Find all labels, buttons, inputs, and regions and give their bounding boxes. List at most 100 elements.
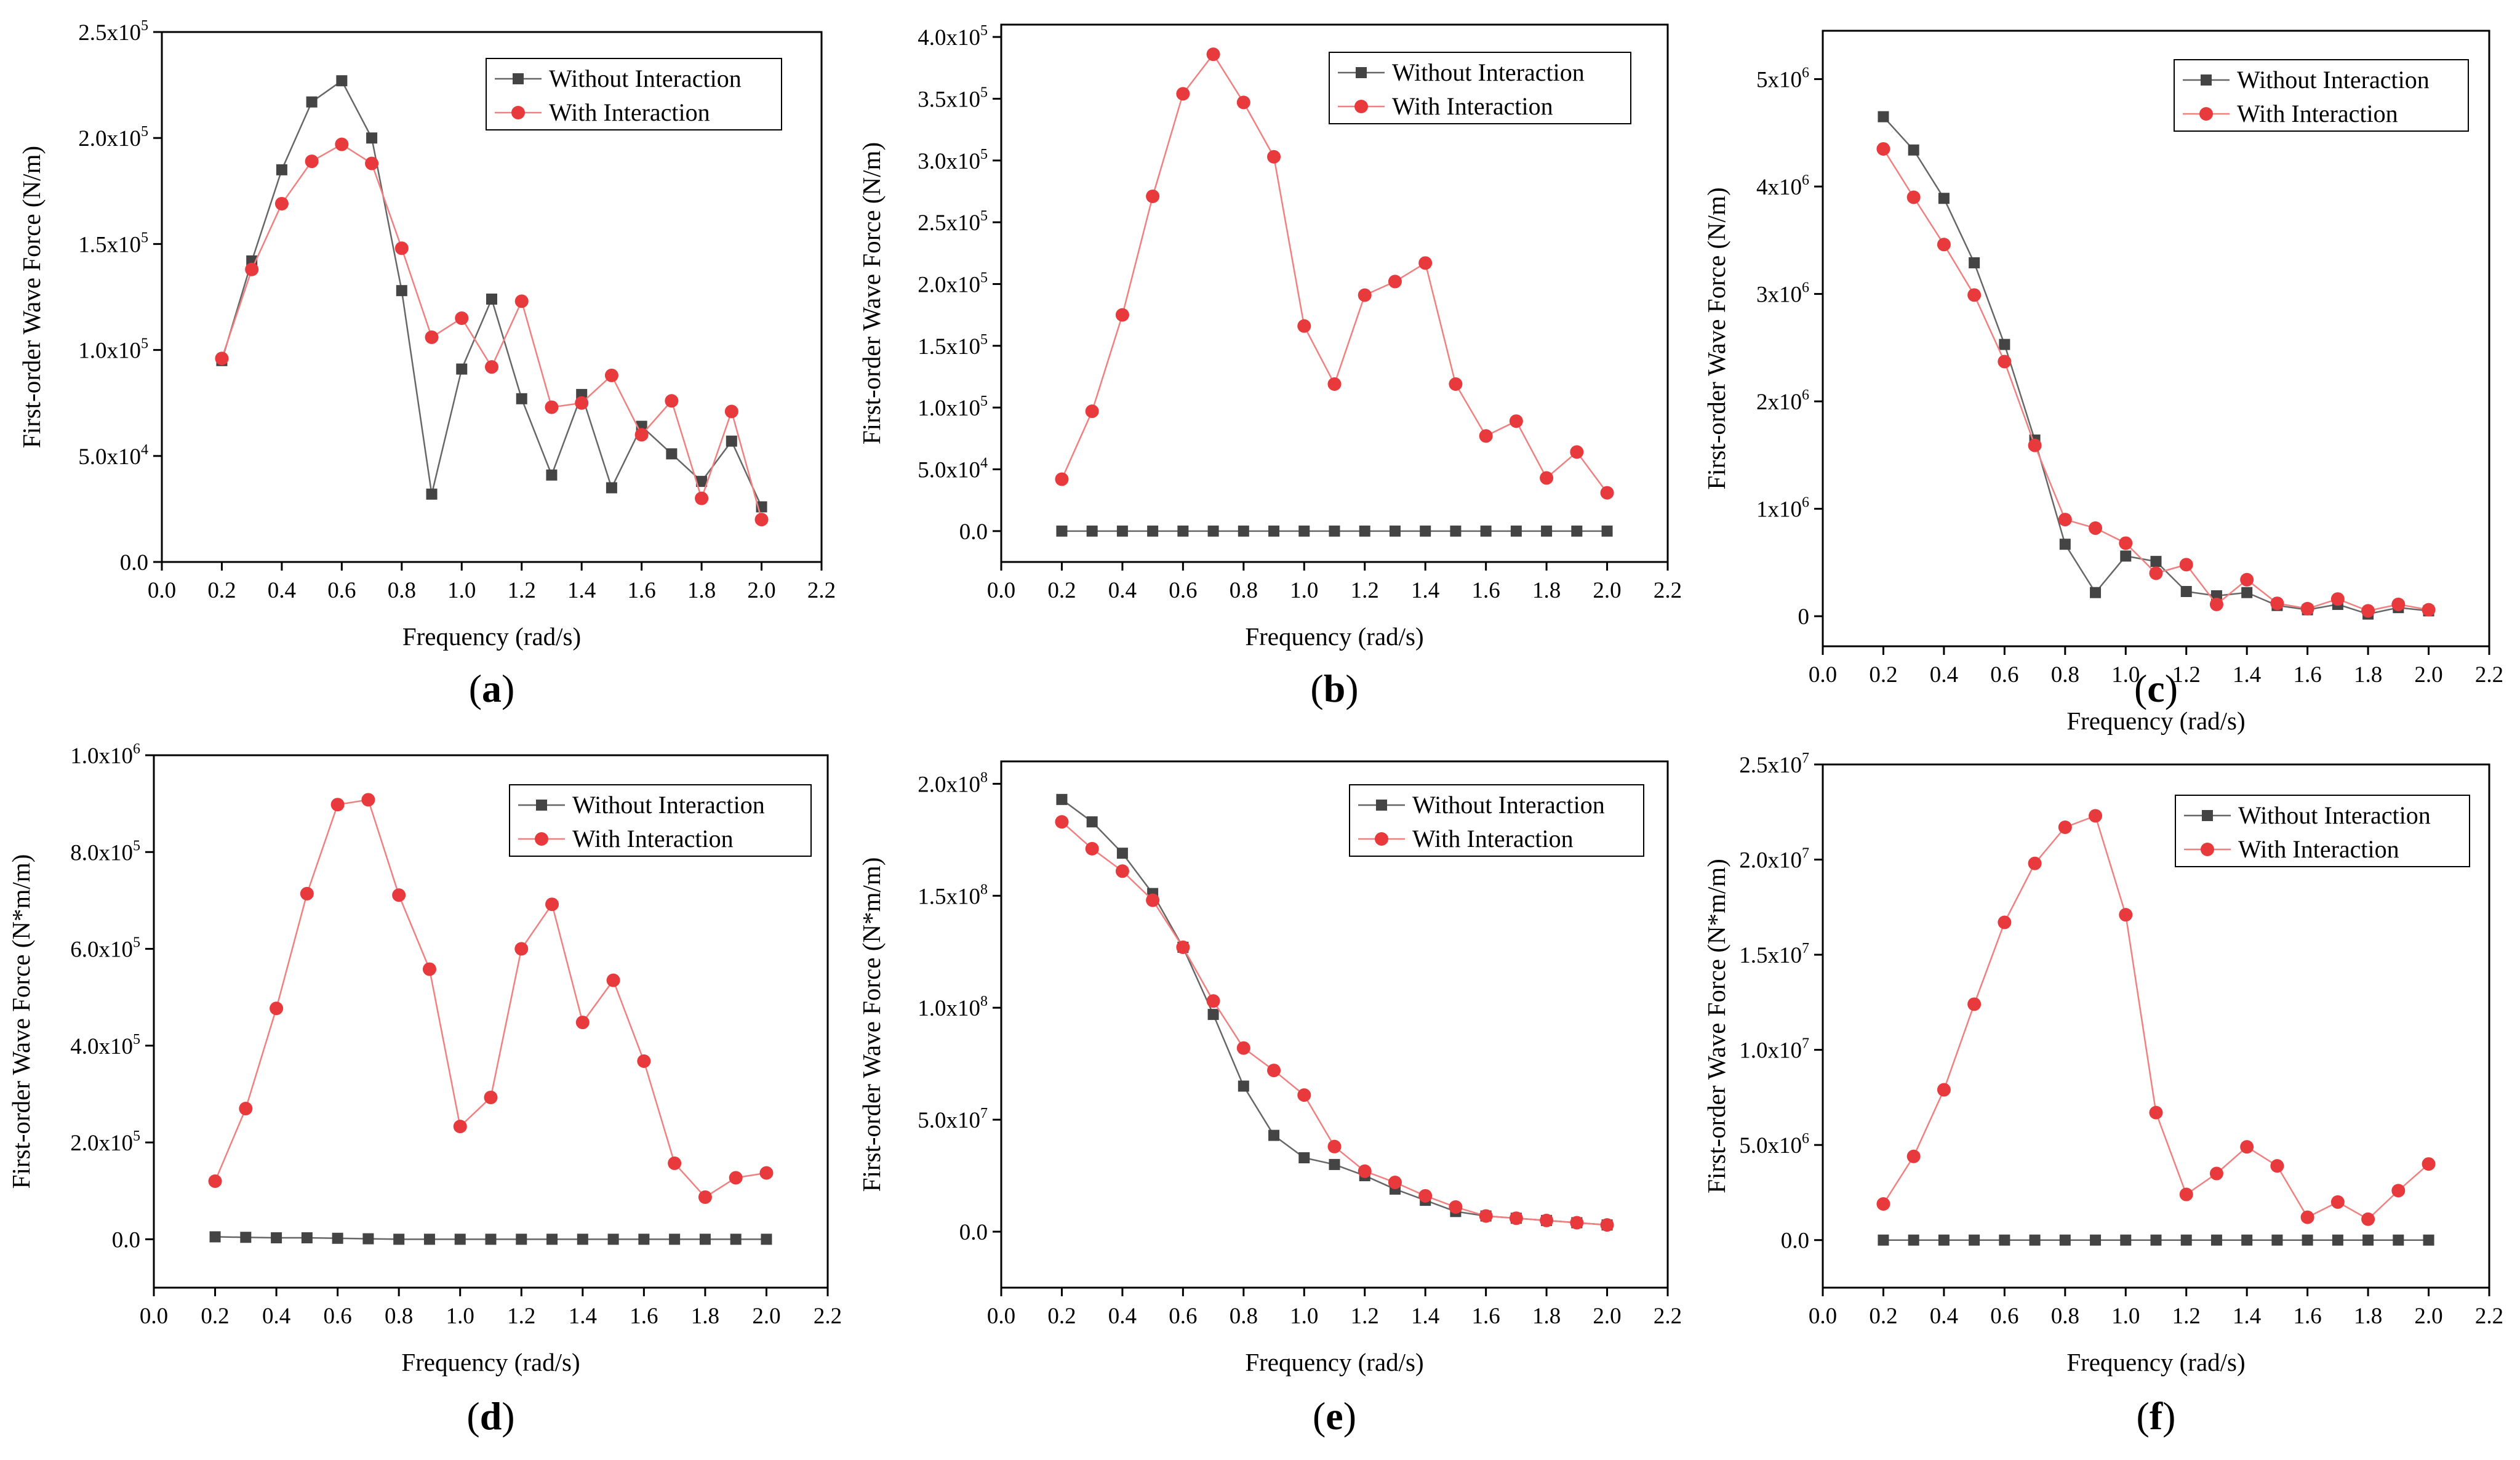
legend-label: Without Interaction — [549, 65, 742, 92]
data-point-with — [245, 262, 259, 276]
legend-box — [2175, 795, 2470, 867]
y-tick-label: 2x106 — [1756, 387, 1809, 415]
data-point-with — [422, 962, 436, 976]
data-point-with — [2361, 1212, 2375, 1226]
x-tick-label: 0.2 — [1047, 1304, 1076, 1329]
data-point-without — [396, 285, 407, 297]
data-point-without — [606, 482, 617, 494]
data-point-with — [365, 156, 379, 170]
legend: Without Interaction With Interaction — [2174, 59, 2469, 132]
data-point-with — [1327, 377, 1342, 391]
legend: Without Interaction With Interaction — [1349, 784, 1644, 857]
x-tick-label: 1.0 — [1290, 578, 1318, 603]
legend-box — [2174, 59, 2469, 132]
panel-label-part: ) — [502, 1394, 514, 1438]
legend-label: With Interaction — [572, 825, 734, 852]
data-point-with — [1115, 308, 1129, 322]
y-tick-mantissa: 2.0x10 — [78, 126, 141, 151]
x-tick-label: 0.4 — [268, 578, 296, 603]
y-tick-mantissa: 0 — [1798, 604, 1810, 630]
data-point-without — [362, 1233, 374, 1245]
legend: Without Interaction With Interaction — [2175, 795, 2470, 867]
data-point-with — [1570, 1216, 1584, 1230]
panel-label: (e) — [1313, 1394, 1356, 1438]
x-tick-label: 0.8 — [385, 1304, 413, 1329]
y-tick-label: 1.0x107 — [1739, 1036, 1809, 1064]
data-point-with — [2028, 438, 2042, 452]
y-tick-label: 2.5x105 — [78, 18, 148, 46]
data-point-with — [575, 396, 589, 410]
data-point-with — [1176, 87, 1190, 101]
y-tick-mantissa: 1.0x10 — [918, 996, 980, 1021]
data-point-without — [1056, 793, 1068, 805]
data-point-with — [1055, 815, 1069, 829]
plot-frame — [1000, 760, 1669, 1289]
y-tick-label: 1.0x105 — [78, 336, 148, 364]
data-point-with — [1570, 445, 1584, 459]
y-tick-exponent: 7 — [1802, 846, 1809, 862]
panel-label-part: ) — [1345, 667, 1358, 710]
legend: Without Interaction With Interaction — [486, 58, 782, 130]
x-tick-label: 0.8 — [2051, 1304, 2079, 1329]
data-point-without — [454, 1233, 466, 1245]
y-tick-label: 2.0x107 — [1739, 846, 1809, 873]
data-point-without — [1601, 525, 1613, 537]
data-point-without — [1329, 525, 1340, 537]
data-point-with — [392, 888, 406, 902]
y-tick-label: 2.5x107 — [1739, 750, 1809, 778]
y-tick-mantissa: 8.0x10 — [70, 840, 133, 865]
data-point-without — [2241, 1234, 2253, 1246]
data-point-without — [1510, 525, 1522, 537]
x-tick-label: 1.4 — [2233, 1304, 2261, 1329]
legend-marker-with — [2201, 843, 2214, 856]
legend-label: Without Interaction — [2238, 801, 2431, 829]
x-tick-label: 0.6 — [327, 578, 356, 603]
legend-marker-with — [1354, 100, 1368, 113]
panel-label-part: a — [482, 667, 502, 710]
legend-marker-with — [2199, 107, 2213, 121]
x-tick-label: 2.2 — [1654, 578, 1682, 603]
y-tick-exponent: 6 — [1802, 495, 1809, 511]
data-point-with — [514, 294, 529, 308]
data-point-without — [2180, 1234, 2192, 1246]
x-tick-label: 1.8 — [2354, 662, 2382, 688]
data-point-without — [366, 132, 378, 144]
legend-label: With Interaction — [2237, 100, 2398, 127]
data-point-with — [270, 1001, 284, 1016]
x-tick-label: 1.8 — [687, 578, 716, 603]
data-point-without — [1999, 1234, 2010, 1246]
data-point-without — [1420, 525, 1431, 537]
data-point-with — [1998, 355, 2012, 369]
y-tick-label: 2.5x105 — [918, 208, 988, 236]
data-point-with — [1146, 189, 1160, 203]
data-point-with — [1327, 1139, 1342, 1153]
legend-box — [509, 784, 812, 857]
legend-box — [486, 58, 782, 130]
y-axis-label: First-order Wave Force (N/m) — [17, 146, 46, 448]
data-point-with — [2058, 513, 2072, 527]
data-point-without — [1878, 111, 1889, 122]
y-tick-exponent: 5 — [141, 230, 148, 246]
x-tick-label: 0.4 — [1108, 578, 1137, 603]
y-tick-exponent: 7 — [1802, 750, 1809, 766]
data-point-with — [1206, 47, 1220, 62]
y-tick-exponent: 5 — [141, 336, 148, 352]
data-point-without — [426, 488, 438, 500]
data-point-without — [486, 293, 497, 305]
panel-label-part: f — [2150, 1394, 2163, 1438]
legend-marker-without — [2201, 74, 2212, 86]
data-point-with — [455, 311, 469, 325]
y-tick-mantissa: 2.5x10 — [918, 211, 980, 236]
data-point-without — [1207, 525, 1219, 537]
data-point-with — [484, 1090, 498, 1104]
y-tick-mantissa: 4.0x10 — [70, 1034, 133, 1059]
data-point-with — [2058, 820, 2072, 834]
data-point-with — [1876, 142, 1890, 156]
y-tick-exponent: 5 — [141, 18, 148, 34]
x-axis-label: Frequency (rad/s) — [1245, 1348, 1423, 1376]
panel-label-part: ( — [2137, 1394, 2150, 1438]
legend-marker-without — [536, 800, 547, 811]
y-tick-exponent: 5 — [133, 838, 140, 854]
y-tick-exponent: 8 — [980, 881, 988, 897]
y-tick-label: 1.0x106 — [70, 741, 140, 769]
